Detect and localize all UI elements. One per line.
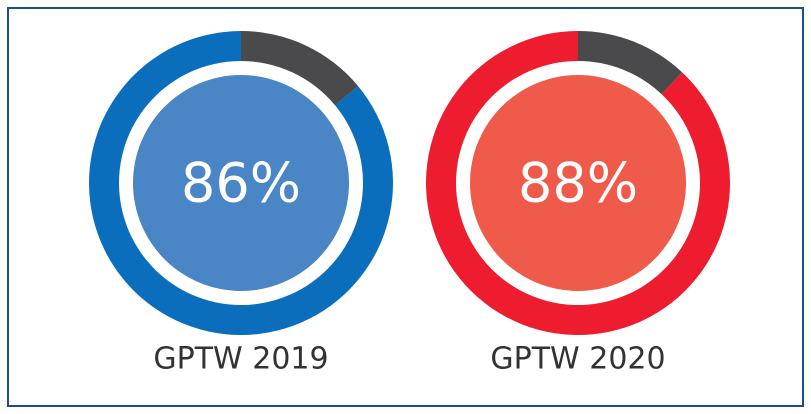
donut-segment [578, 30, 683, 95]
center-disc [470, 75, 686, 291]
frame [7, 7, 804, 407]
center-disc [133, 75, 349, 291]
chart-title: GPTW 2020 [490, 342, 665, 377]
chart-title: GPTW 2019 [153, 342, 328, 377]
center-label: 86% [181, 152, 301, 215]
donut-segment [241, 30, 359, 106]
center-label: 88% [518, 152, 638, 215]
